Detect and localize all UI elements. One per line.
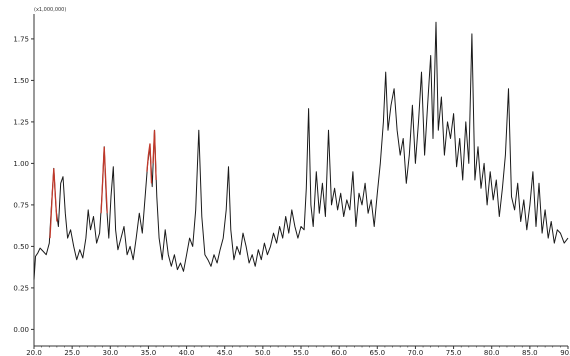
x-tick-label: 65.0 xyxy=(369,349,385,356)
x-tick-label: 20.0 xyxy=(26,349,42,356)
x-tick-label: 35.0 xyxy=(141,349,157,356)
highlighted-peak xyxy=(49,168,58,239)
y-tick-label: 0.00 xyxy=(13,326,29,334)
x-tick-label: 90.0 xyxy=(560,349,570,356)
x-tick-label: 25.0 xyxy=(64,349,80,356)
x-tick-label: 55.0 xyxy=(293,349,309,356)
x-tick-label: 40.0 xyxy=(179,349,195,356)
series-group xyxy=(33,21,569,280)
x-tick-group: 20.0 25.0 30.0 35.0 40.0 45.0 50.0 55.0 60.0 65.0… xyxy=(26,346,570,356)
y-tick-label: 0.75 xyxy=(13,201,29,209)
x-tick-label: 70.0 xyxy=(408,349,424,356)
highlighted-peak xyxy=(100,146,108,214)
x-tick-label: 30.0 xyxy=(102,349,118,356)
y-tick-label: 1.50 xyxy=(13,77,29,85)
y-tick-group: 0.00 0.25 0.50 0.75 1.00 1.25 1.50 1.75 xyxy=(13,35,34,334)
highlighted-peak xyxy=(146,143,153,184)
y-tick-label: 1.25 xyxy=(13,118,29,126)
chromatogram-trace xyxy=(33,21,569,280)
x-tick-label: 80.0 xyxy=(484,349,500,356)
y-tick-label: 0.25 xyxy=(13,284,29,292)
x-tick-label: 75.0 xyxy=(446,349,462,356)
x-tick-label: 45.0 xyxy=(217,349,233,356)
y-multiplier-label: (x1,000,000) xyxy=(34,7,66,13)
x-tick-label: 85.0 xyxy=(522,349,538,356)
y-tick-label: 0.50 xyxy=(13,243,29,251)
highlight-group xyxy=(49,130,157,239)
x-tick-label: 60.0 xyxy=(331,349,347,356)
y-tick-label: 1.75 xyxy=(13,35,29,43)
highlighted-peak xyxy=(152,130,157,181)
x-tick-label: 50.0 xyxy=(255,349,271,356)
y-tick-label: 1.00 xyxy=(13,160,29,168)
